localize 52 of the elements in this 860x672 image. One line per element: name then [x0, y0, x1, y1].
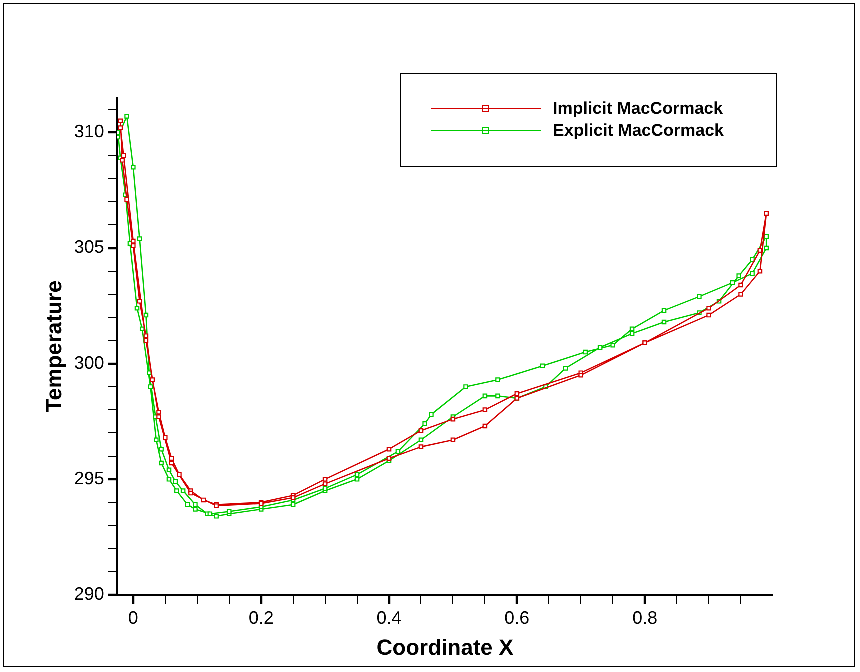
point: [118, 126, 124, 130]
point: [322, 477, 328, 482]
point: [706, 306, 712, 311]
point: [514, 392, 520, 396]
y-tick-label: 300: [74, 352, 104, 373]
point: [386, 446, 392, 452]
x-axis-title: Coordinate X: [376, 634, 514, 660]
point: [738, 282, 744, 288]
y-tick-label: 295: [74, 468, 104, 488]
y-tick-label: 290: [74, 584, 104, 604]
y-tick-label: 305: [74, 237, 104, 258]
point: [450, 438, 456, 443]
point: [738, 292, 744, 297]
x-tick-label: 0.6: [504, 608, 530, 628]
point: [450, 416, 456, 422]
point: [322, 482, 328, 486]
legend-box: Implicit MacCormack Explicit MacCormack: [400, 73, 777, 167]
y-tick-label: 310: [74, 122, 104, 142]
point: [137, 299, 142, 304]
point: [131, 244, 136, 248]
point: [144, 334, 149, 338]
point: [758, 268, 763, 274]
x-tick-label: 0.4: [376, 608, 402, 628]
point: [201, 498, 206, 503]
point: [386, 456, 392, 462]
point: [118, 118, 124, 124]
point: [169, 456, 174, 462]
point: [578, 373, 584, 378]
point: [418, 444, 424, 450]
x-tick-label: 0.8: [632, 608, 658, 628]
point: [156, 414, 162, 420]
point: [418, 428, 424, 434]
point: [482, 424, 488, 429]
point: [131, 238, 136, 244]
point: [764, 211, 769, 216]
x-tick-label: 0.2: [248, 608, 274, 628]
point: [706, 312, 712, 318]
point: [169, 460, 174, 466]
point: [156, 410, 162, 415]
point: [121, 153, 126, 158]
point: [758, 248, 763, 253]
point: [120, 158, 125, 163]
point: [144, 338, 149, 344]
point: [290, 496, 296, 500]
point: [163, 435, 168, 440]
point: [124, 197, 130, 202]
point: [482, 408, 488, 412]
x-tick-label: 0: [128, 608, 138, 628]
point: [188, 490, 194, 496]
point: [177, 472, 182, 478]
y-axis-title: Temperature: [41, 280, 66, 412]
point: [150, 378, 155, 382]
